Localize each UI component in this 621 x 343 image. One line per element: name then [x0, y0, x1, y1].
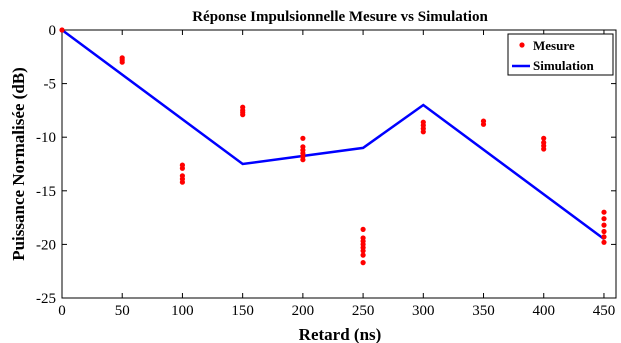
data-point-mesure	[360, 248, 366, 254]
data-point-mesure	[601, 228, 607, 235]
y-tick-label: -15	[36, 184, 56, 200]
data-point-mesure	[360, 252, 366, 258]
x-tick-label: 250	[352, 303, 375, 319]
y-tick-label: -20	[36, 237, 56, 253]
x-tick-label: 300	[412, 303, 435, 319]
legend-label-mesure: Mesure	[533, 38, 575, 53]
data-point-mesure	[420, 129, 426, 135]
data-point-mesure	[179, 165, 185, 171]
x-axis-ticks: 0 50 100 150 200 250 300 350 400 450	[58, 30, 615, 319]
data-point-mesure	[601, 222, 607, 228]
chart-title: Réponse Impulsionnelle Mesure vs Simulat…	[192, 9, 488, 25]
data-point-mesure	[300, 135, 306, 141]
series-line-simulation	[61, 28, 605, 241]
data-point-mesure	[300, 157, 306, 163]
x-tick-label: 450	[593, 303, 616, 319]
y-axis-label: Puissance Normalisée (dB)	[9, 67, 28, 261]
data-point-mesure	[360, 226, 366, 232]
data-point-mesure	[179, 179, 185, 185]
x-tick-label: 50	[115, 303, 130, 319]
data-point-mesure	[601, 216, 607, 222]
x-tick-label: 150	[231, 303, 254, 319]
data-point-mesure	[601, 239, 607, 245]
data-point-mesure	[541, 135, 547, 141]
legend: Mesure Simulation	[507, 33, 614, 76]
data-point-mesure	[541, 146, 547, 152]
x-tick-label: 350	[472, 303, 495, 319]
x-tick-label: 200	[292, 303, 315, 319]
data-point-mesure	[601, 234, 607, 240]
legend-marker-mesure	[519, 42, 525, 48]
x-tick-label: 100	[171, 303, 194, 319]
data-point-mesure	[360, 260, 366, 266]
data-point-mesure	[601, 209, 607, 215]
x-tick-label: 400	[532, 303, 555, 319]
data-point-mesure	[59, 27, 65, 33]
y-axis-ticks: 0 -5 -10 -15 -20 -25	[36, 23, 616, 307]
series-layer	[59, 27, 607, 266]
y-tick-label: -25	[36, 291, 56, 307]
x-axis-label: Retard (ns)	[299, 325, 382, 343]
legend-label-simulation: Simulation	[533, 58, 594, 73]
data-point-mesure	[119, 59, 125, 65]
x-tick-label: 0	[58, 303, 66, 319]
y-tick-label: -5	[44, 77, 57, 93]
data-point-mesure	[480, 121, 487, 127]
y-tick-label: 0	[49, 23, 57, 39]
y-tick-label: -10	[36, 130, 56, 146]
legend-box	[507, 33, 614, 76]
data-point-mesure	[240, 112, 246, 118]
